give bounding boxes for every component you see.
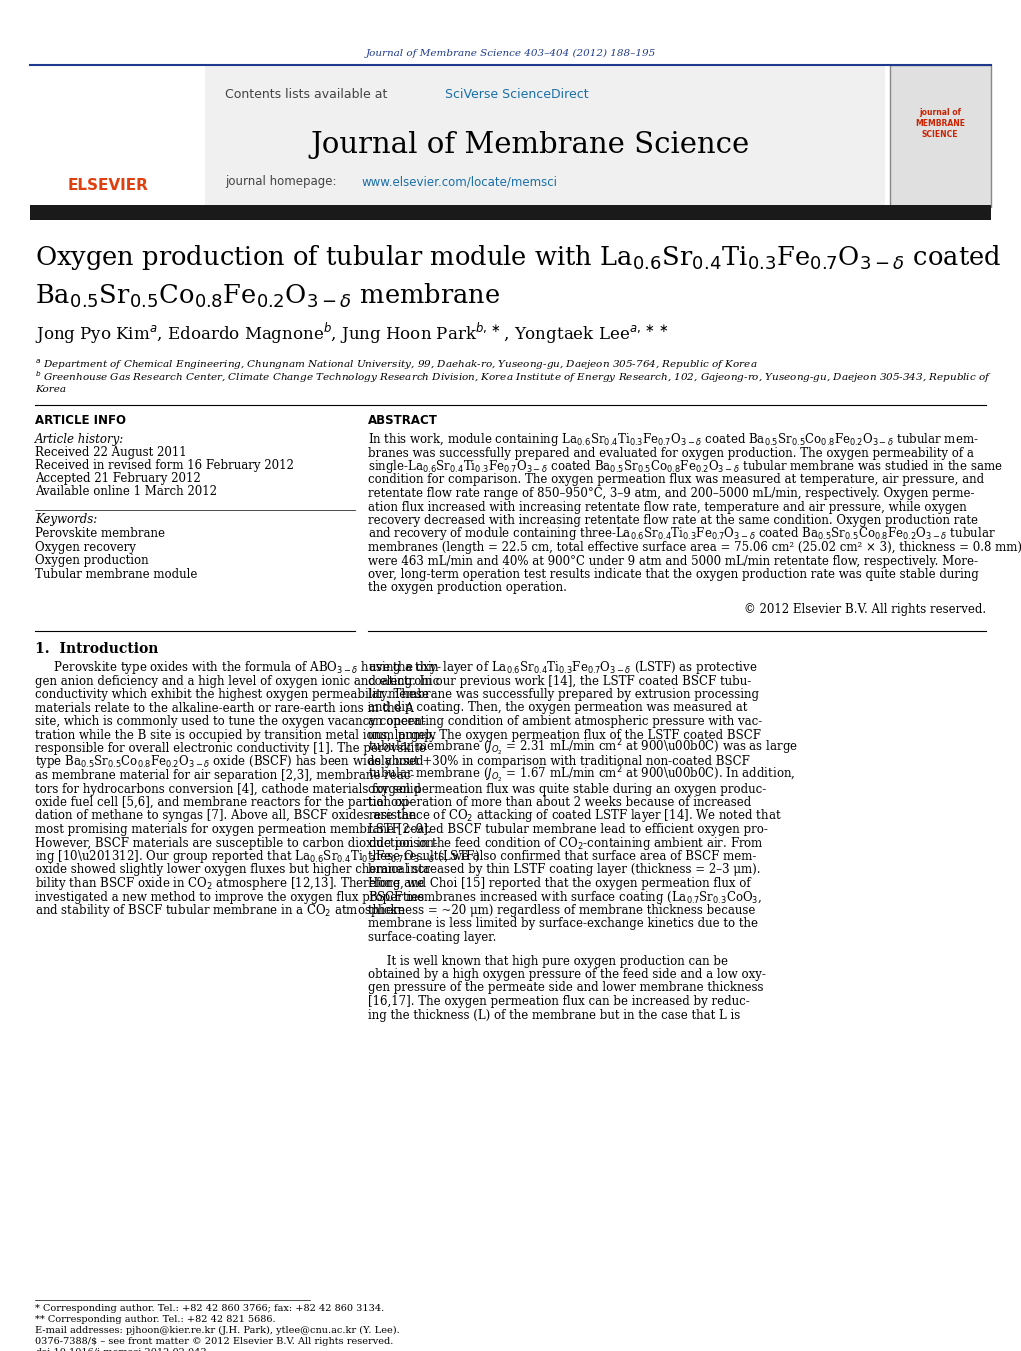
Text: tors for hydrocarbons conversion [4], cathode materials for solid: tors for hydrocarbons conversion [4], ca… <box>35 782 421 796</box>
Text: conductivity which exhibit the highest oxygen permeability. These: conductivity which exhibit the highest o… <box>35 688 429 701</box>
Text: and stability of BSCF tubular membrane in a CO$_2$ atmosphere: and stability of BSCF tubular membrane i… <box>35 902 406 919</box>
Text: brane increased by thin LSTF coating layer (thickness = 2–3 μm).: brane increased by thin LSTF coating lay… <box>368 863 761 877</box>
Text: most promising materials for oxygen permeation membrane [2–9].: most promising materials for oxygen perm… <box>35 823 432 836</box>
Text: coating. In our previous work [14], the LSTF coated BSCF tubu-: coating. In our previous work [14], the … <box>368 674 751 688</box>
Text: However, BSCF materials are susceptible to carbon dioxide poison-: However, BSCF materials are susceptible … <box>35 836 438 850</box>
Text: Tubular membrane module: Tubular membrane module <box>35 567 197 581</box>
Text: recovery decreased with increasing retentate flow rate at the same condition. Ox: recovery decreased with increasing reten… <box>368 513 978 527</box>
Text: ing the thickness (L) of the membrane but in the case that L is: ing the thickness (L) of the membrane bu… <box>368 1008 740 1021</box>
Text: membrane is less limited by surface-exchange kinetics due to the: membrane is less limited by surface-exch… <box>368 917 758 931</box>
Text: Ba$_{0.5}$Sr$_{0.5}$Co$_{0.8}$Fe$_{0.2}$O$_{3-\delta}$ membrane: Ba$_{0.5}$Sr$_{0.5}$Co$_{0.8}$Fe$_{0.2}$… <box>35 281 500 309</box>
Text: In this work, module containing La$_{0.6}$Sr$_{0.4}$Ti$_{0.3}$Fe$_{0.7}$O$_{3-\d: In this work, module containing La$_{0.6… <box>368 431 979 449</box>
Text: tubular membrane ($J_{O_2}$ = 2.31 mL/min cm$^2$ at 900\u00b0C) was as large: tubular membrane ($J_{O_2}$ = 2.31 mL/mi… <box>368 738 798 758</box>
Text: obtained by a high oxygen pressure of the feed side and a low oxy-: obtained by a high oxygen pressure of th… <box>368 969 766 981</box>
Bar <box>30 65 205 205</box>
Text: $^{a}$ Department of Chemical Engineering, Chungnam National University, 99, Dae: $^{a}$ Department of Chemical Engineerin… <box>35 358 758 372</box>
Text: 0376-7388/$ – see front matter © 2012 Elsevier B.V. All rights reserved.: 0376-7388/$ – see front matter © 2012 El… <box>35 1337 393 1346</box>
Text: materials relate to the alkaline-earth or rare-earth ions in the A: materials relate to the alkaline-earth o… <box>35 701 414 715</box>
Text: ABSTRACT: ABSTRACT <box>368 413 438 427</box>
Text: condition for comparison. The oxygen permeation flux was measured at temperature: condition for comparison. The oxygen per… <box>368 473 984 486</box>
Text: Keywords:: Keywords: <box>35 513 97 526</box>
Text: ing [10\u201312]. Our group reported that La$_{0.6}$Sr$_{0.4}$Ti$_{0.3}$Fe$_{0.7: ing [10\u201312]. Our group reported tha… <box>35 848 480 865</box>
Text: duction in the feed condition of CO$_2$-containing ambient air. From: duction in the feed condition of CO$_2$-… <box>368 835 764 851</box>
Text: membranes (length = 22.5 cm, total effective surface area = 75.06 cm² (25.02 cm²: membranes (length = 22.5 cm, total effec… <box>368 540 1021 554</box>
Text: LSTF coated BSCF tubular membrane lead to efficient oxygen pro-: LSTF coated BSCF tubular membrane lead t… <box>368 823 768 836</box>
Text: oxygen permeation flux was quite stable during an oxygen produc-: oxygen permeation flux was quite stable … <box>368 782 766 796</box>
Text: It is well known that high pure oxygen production can be: It is well known that high pure oxygen p… <box>368 955 728 967</box>
Bar <box>30 65 885 205</box>
Text: ARTICLE INFO: ARTICLE INFO <box>35 413 126 427</box>
Text: Received in revised form 16 February 2012: Received in revised form 16 February 201… <box>35 459 294 471</box>
Text: an operating condition of ambient atmospheric pressure with vac-: an operating condition of ambient atmosp… <box>368 715 763 728</box>
Text: E-mail addresses: pjhoon@kier.re.kr (J.H. Park), ytlee@cnu.ac.kr (Y. Lee).: E-mail addresses: pjhoon@kier.re.kr (J.H… <box>35 1325 400 1335</box>
Text: gen anion deficiency and a high level of oxygen ionic and electronic: gen anion deficiency and a high level of… <box>35 674 439 688</box>
Text: responsible for overall electronic conductivity [1]. The perovskite: responsible for overall electronic condu… <box>35 742 426 755</box>
Text: bility than BSCF oxide in CO$_2$ atmosphere [12,13]. Therefore, we: bility than BSCF oxide in CO$_2$ atmosph… <box>35 875 426 892</box>
Text: $^{b}$ Greenhouse Gas Research Center, Climate Change Technology Research Divisi: $^{b}$ Greenhouse Gas Research Center, C… <box>35 369 992 385</box>
Text: dation of methane to syngas [7]. Above all, BSCF oxides are the: dation of methane to syngas [7]. Above a… <box>35 809 416 823</box>
Text: Oxygen production of tubular module with La$_{0.6}$Sr$_{0.4}$Ti$_{0.3}$Fe$_{0.7}: Oxygen production of tubular module with… <box>35 243 1002 272</box>
Text: Journal of Membrane Science 403–404 (2012) 188–195: Journal of Membrane Science 403–404 (201… <box>366 49 657 58</box>
Text: Available online 1 March 2012: Available online 1 March 2012 <box>35 485 217 499</box>
Text: ** Corresponding author. Tel.: +82 42 821 5686.: ** Corresponding author. Tel.: +82 42 82… <box>35 1315 276 1324</box>
Text: tion operation of more than about 2 weeks because of increased: tion operation of more than about 2 week… <box>368 796 751 809</box>
Text: tration while the B site is occupied by transition metal ions, largely: tration while the B site is occupied by … <box>35 728 436 742</box>
Text: Journal of Membrane Science: Journal of Membrane Science <box>310 131 749 159</box>
Text: uum pump. The oxygen permeation flux of the LSTF coated BSCF: uum pump. The oxygen permeation flux of … <box>368 728 761 742</box>
Text: Perovskite type oxides with the formula of ABO$_{3-\delta}$ have the oxy-: Perovskite type oxides with the formula … <box>35 659 442 676</box>
Text: these results, we also confirmed that surface area of BSCF mem-: these results, we also confirmed that su… <box>368 850 757 863</box>
Text: Jong Pyo Kim$^{a}$, Edoardo Magnone$^{b}$, Jung Hoon Park$^{b,\ast}$, Yongtaek L: Jong Pyo Kim$^{a}$, Edoardo Magnone$^{b}… <box>35 322 669 346</box>
Text: Accepted 21 February 2012: Accepted 21 February 2012 <box>35 471 201 485</box>
Text: Perovskite membrane: Perovskite membrane <box>35 527 165 540</box>
Bar <box>890 65 991 207</box>
Text: [16,17]. The oxygen permeation flux can be increased by reduc-: [16,17]. The oxygen permeation flux can … <box>368 994 749 1008</box>
Text: as about +30% in comparison with traditional non-coated BSCF: as about +30% in comparison with traditi… <box>368 755 749 769</box>
Text: thickness = ~20 μm) regardless of membrane thickness because: thickness = ~20 μm) regardless of membra… <box>368 904 756 917</box>
Text: oxide showed slightly lower oxygen fluxes but higher chemical sta-: oxide showed slightly lower oxygen fluxe… <box>35 863 434 877</box>
Text: Oxygen recovery: Oxygen recovery <box>35 540 136 554</box>
Text: ation flux increased with increasing retentate flow rate, temperature and air pr: ation flux increased with increasing ret… <box>368 500 967 513</box>
Text: SciVerse ScienceDirect: SciVerse ScienceDirect <box>445 89 589 101</box>
Text: ELSEVIER: ELSEVIER <box>67 177 148 192</box>
Text: oxide fuel cell [5,6], and membrane reactors for the partial oxi-: oxide fuel cell [5,6], and membrane reac… <box>35 796 412 809</box>
Text: investigated a new method to improve the oxygen flux properties: investigated a new method to improve the… <box>35 890 425 904</box>
Text: single-La$_{0.6}$Sr$_{0.4}$Ti$_{0.3}$Fe$_{0.7}$O$_{3-\delta}$ coated Ba$_{0.5}$S: single-La$_{0.6}$Sr$_{0.4}$Ti$_{0.3}$Fe$… <box>368 458 1003 476</box>
Text: and recovery of module containing three-La$_{0.6}$Sr$_{0.4}$Ti$_{0.3}$Fe$_{0.7}$: and recovery of module containing three-… <box>368 526 995 543</box>
Text: resistance of CO$_2$ attacking of coated LSTF layer [14]. We noted that: resistance of CO$_2$ attacking of coated… <box>368 808 782 824</box>
Text: BSCF membranes increased with surface coating (La$_{0.7}$Sr$_{0.3}$CoO$_3$,: BSCF membranes increased with surface co… <box>368 889 762 905</box>
Text: and dip coating. Then, the oxygen permeation was measured at: and dip coating. Then, the oxygen permea… <box>368 701 747 715</box>
Text: the oxygen production operation.: the oxygen production operation. <box>368 581 567 594</box>
Text: doi:10.1016/j.memsci.2012.02.043: doi:10.1016/j.memsci.2012.02.043 <box>35 1348 206 1351</box>
Text: as membrane material for air separation [2,3], membrane reac-: as membrane material for air separation … <box>35 769 415 782</box>
Text: Article history:: Article history: <box>35 434 125 446</box>
Text: journal of
MEMBRANE
SCIENCE: journal of MEMBRANE SCIENCE <box>915 108 965 139</box>
Text: Oxygen production: Oxygen production <box>35 554 149 567</box>
Text: using a thin layer of La$_{0.6}$Sr$_{0.4}$Ti$_{0.3}$Fe$_{0.7}$O$_{3-\delta}$ (LS: using a thin layer of La$_{0.6}$Sr$_{0.4… <box>368 659 758 676</box>
Text: Korea: Korea <box>35 385 66 394</box>
Text: surface-coating layer.: surface-coating layer. <box>368 931 496 944</box>
Text: over, long-term operation test results indicate that the oxygen production rate : over, long-term operation test results i… <box>368 567 979 581</box>
Text: Received 22 August 2011: Received 22 August 2011 <box>35 446 187 459</box>
Text: www.elsevier.com/locate/memsci: www.elsevier.com/locate/memsci <box>361 176 557 189</box>
Text: gen pressure of the permeate side and lower membrane thickness: gen pressure of the permeate side and lo… <box>368 981 764 994</box>
Text: Contents lists available at: Contents lists available at <box>225 89 391 101</box>
Text: * Corresponding author. Tel.: +82 42 860 3766; fax: +82 42 860 3134.: * Corresponding author. Tel.: +82 42 860… <box>35 1304 384 1313</box>
Text: lar membrane was successfully prepared by extrusion processing: lar membrane was successfully prepared b… <box>368 688 759 701</box>
Text: journal homepage:: journal homepage: <box>225 176 340 189</box>
Text: retentate flow rate range of 850–950°C, 3–9 atm, and 200–5000 mL/min, respective: retentate flow rate range of 850–950°C, … <box>368 486 974 500</box>
Bar <box>30 205 991 220</box>
Text: © 2012 Elsevier B.V. All rights reserved.: © 2012 Elsevier B.V. All rights reserved… <box>744 603 986 616</box>
Text: type Ba$_{0.5}$Sr$_{0.5}$Co$_{0.8}$Fe$_{0.2}$O$_{3-\delta}$ oxide (BSCF) has bee: type Ba$_{0.5}$Sr$_{0.5}$Co$_{0.8}$Fe$_{… <box>35 754 425 770</box>
Text: were 463 mL/min and 40% at 900°C under 9 atm and 5000 mL/min retentate flow, res: were 463 mL/min and 40% at 900°C under 9… <box>368 554 978 567</box>
Text: tubular membrane ($J_{O_2}$ = 1.67 mL/min cm$^2$ at 900\u00b0C). In addition,: tubular membrane ($J_{O_2}$ = 1.67 mL/mi… <box>368 765 795 785</box>
Text: site, which is commonly used to tune the oxygen vacancy concen-: site, which is commonly used to tune the… <box>35 715 426 728</box>
Text: Hong and Choi [15] reported that the oxygen permeation flux of: Hong and Choi [15] reported that the oxy… <box>368 877 750 890</box>
Text: 1.  Introduction: 1. Introduction <box>35 642 158 657</box>
Text: branes was successfully prepared and evaluated for oxygen production. The oxygen: branes was successfully prepared and eva… <box>368 446 974 459</box>
